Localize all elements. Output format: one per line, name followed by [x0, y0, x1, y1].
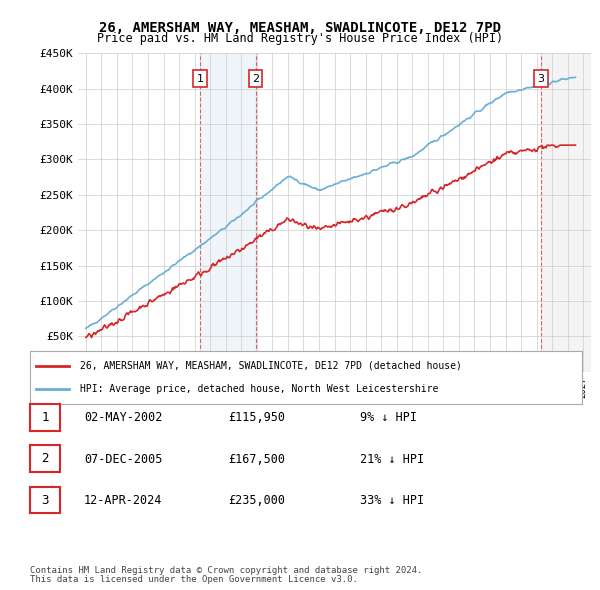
Bar [200, 53, 256, 372]
Bar [541, 53, 591, 372]
Text: Price paid vs. HM Land Registry's House Price Index (HPI): Price paid vs. HM Land Registry's House … [97, 32, 503, 45]
Text: 02-MAY-2002: 02-MAY-2002 [84, 411, 163, 424]
Text: 26, AMERSHAM WAY, MEASHAM, SWADLINCOTE, DE12 7PD: 26, AMERSHAM WAY, MEASHAM, SWADLINCOTE, … [99, 21, 501, 35]
Text: 33% ↓ HPI: 33% ↓ HPI [360, 494, 424, 507]
Text: 9% ↓ HPI: 9% ↓ HPI [360, 411, 417, 424]
Text: 1: 1 [196, 74, 203, 84]
Text: 21% ↓ HPI: 21% ↓ HPI [360, 453, 424, 466]
Text: 2: 2 [41, 452, 49, 466]
Text: 26, AMERSHAM WAY, MEASHAM, SWADLINCOTE, DE12 7PD (detached house): 26, AMERSHAM WAY, MEASHAM, SWADLINCOTE, … [80, 361, 461, 371]
Text: £235,000: £235,000 [228, 494, 285, 507]
Text: £115,950: £115,950 [228, 411, 285, 424]
Text: 2: 2 [252, 74, 259, 84]
Text: 3: 3 [41, 493, 49, 507]
Text: 07-DEC-2005: 07-DEC-2005 [84, 453, 163, 466]
Text: Contains HM Land Registry data © Crown copyright and database right 2024.: Contains HM Land Registry data © Crown c… [30, 566, 422, 575]
Text: £167,500: £167,500 [228, 453, 285, 466]
Text: 12-APR-2024: 12-APR-2024 [84, 494, 163, 507]
Text: HPI: Average price, detached house, North West Leicestershire: HPI: Average price, detached house, Nort… [80, 384, 438, 394]
Text: 1: 1 [41, 411, 49, 424]
Text: 3: 3 [538, 74, 544, 84]
Text: This data is licensed under the Open Government Licence v3.0.: This data is licensed under the Open Gov… [30, 575, 358, 584]
